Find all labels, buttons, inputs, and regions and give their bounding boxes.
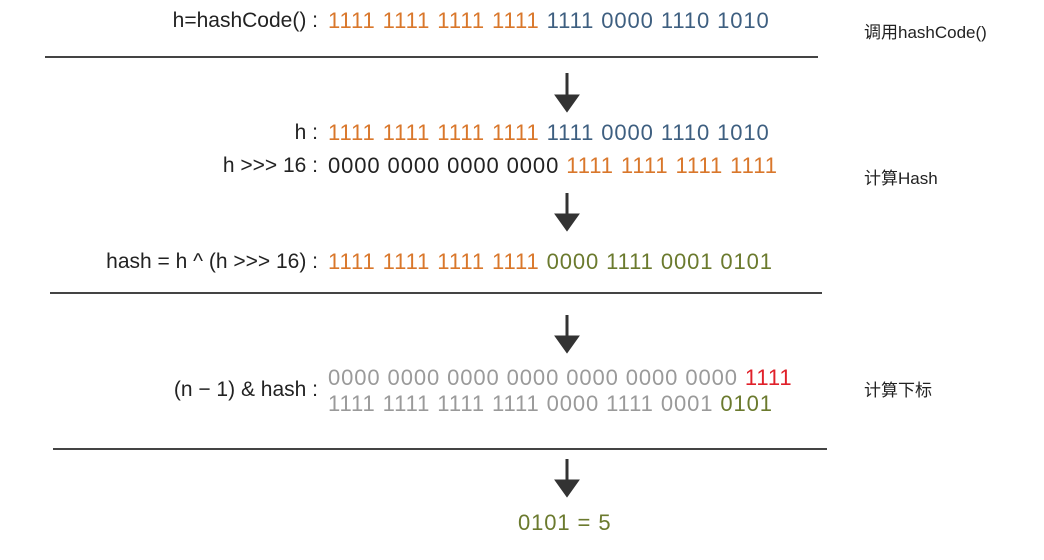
- arrow-head: [554, 213, 580, 232]
- row-label: h >>> 16 :: [222, 154, 318, 177]
- note: 计算Hash: [864, 169, 938, 188]
- bits: 1111 1111 1111 1111: [328, 8, 540, 33]
- row-label: hash = h ^ (h >>> 16) :: [106, 250, 318, 273]
- row-label: (n − 1) & hash :: [173, 378, 318, 401]
- divider: [53, 448, 827, 450]
- arrow-head: [554, 479, 580, 498]
- arrow-head: [554, 335, 580, 354]
- bits: 1111 1111 1111 1111: [328, 120, 540, 145]
- arrow-head: [554, 94, 580, 113]
- result: 0101 = 5: [518, 510, 612, 535]
- row-label: h :: [294, 121, 318, 144]
- binary: 0000 0000 0000 0000 0000 0000 0000 1111: [328, 365, 793, 391]
- binary: 1111 1111 1111 1111 1111 0000 1110 1010: [328, 8, 770, 34]
- binary: 1111 1111 1111 1111 0000 1111 0001 0101: [328, 391, 773, 417]
- row-label: h=hashCode() :: [172, 9, 318, 32]
- divider: [50, 292, 822, 294]
- bits: 1111 0000 1110 1010: [546, 120, 770, 145]
- bits: 0101: [720, 391, 773, 416]
- bits: 1111 1111 1111 1111 0000 1111 0001: [328, 391, 714, 416]
- binary: 0000 0000 0000 0000 1111 1111 1111 1111: [328, 153, 778, 179]
- bits: 0000 0000 0000 0000 0000 0000 0000: [328, 365, 738, 390]
- bits: 0000 1111 0001 0101: [546, 249, 773, 274]
- binary: 1111 1111 1111 1111 0000 1111 0001 0101: [328, 249, 773, 275]
- divider: [45, 56, 818, 58]
- bits: 1111 1111 1111 1111: [328, 249, 540, 274]
- bits: 1111: [744, 365, 793, 390]
- bits: 0000 0000 0000 0000: [328, 153, 560, 178]
- note: 调用hashCode(): [864, 23, 987, 42]
- bits: 1111 1111 1111 1111: [566, 153, 778, 178]
- note: 计算下标: [864, 381, 932, 400]
- binary: 1111 1111 1111 1111 1111 0000 1110 1010: [328, 120, 770, 146]
- bits: 1111 0000 1110 1010: [546, 8, 770, 33]
